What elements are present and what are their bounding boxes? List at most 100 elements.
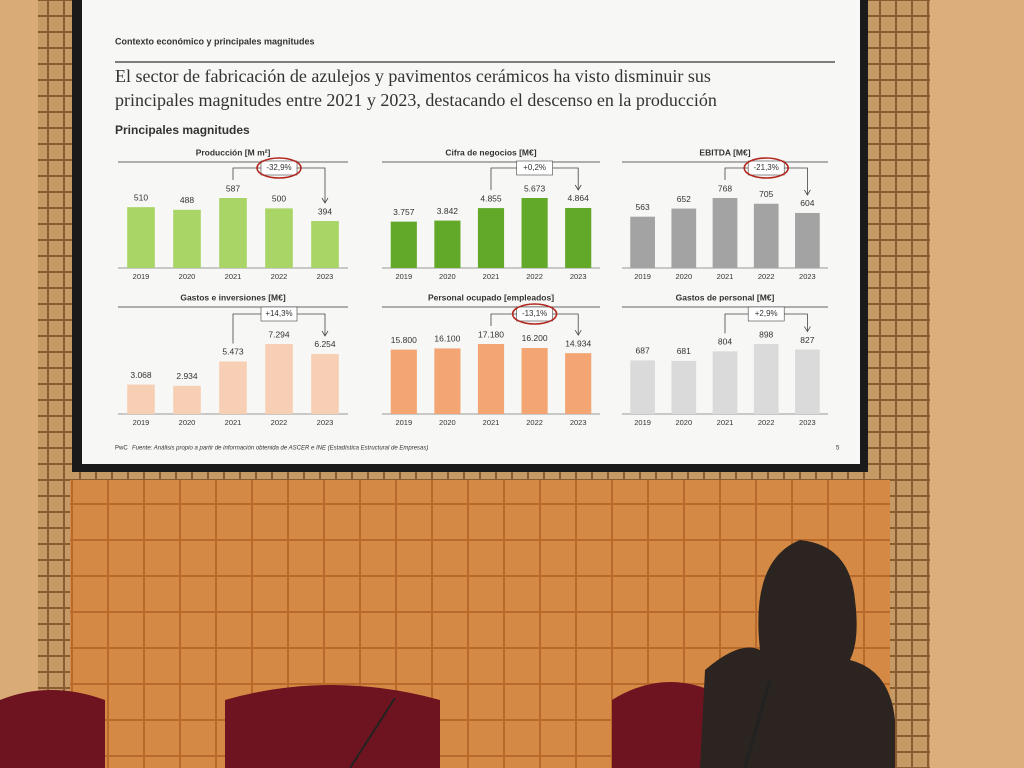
annotation-box [516, 306, 553, 322]
chart-title: Personal ocupado [empleados] [428, 292, 554, 302]
bar [630, 216, 655, 268]
chart-title: Gastos de personal [M€] [676, 292, 775, 302]
page-number: 5 [836, 446, 840, 452]
x-tick-label: 2021 [483, 272, 500, 281]
annotation-box [747, 306, 785, 322]
value-label: 17.180 [478, 329, 504, 339]
x-tick-label: 2020 [675, 272, 692, 281]
value-label: 4.855 [480, 193, 502, 203]
arrowhead [804, 326, 811, 333]
value-label: 6.254 [314, 339, 336, 349]
bar [173, 209, 201, 268]
annotation: +0,2% [523, 163, 546, 172]
value-label: 587 [226, 183, 240, 193]
bar [434, 220, 461, 268]
bar [265, 344, 293, 414]
arrowhead [574, 184, 582, 191]
arrowhead [321, 197, 329, 204]
x-tick-label: 2019 [133, 272, 150, 281]
microphone [349, 697, 396, 768]
annotation: -13,1% [522, 309, 547, 318]
bar [219, 361, 247, 414]
bar [521, 347, 548, 414]
footer-source: Fuente: Análisis propio a partir de info… [132, 446, 428, 452]
value-label: 5.673 [524, 183, 546, 193]
arrowhead [321, 330, 329, 337]
value-label: 394 [318, 206, 332, 216]
value-label: 705 [759, 189, 773, 199]
value-label: 827 [800, 335, 814, 345]
annotation-circle [743, 157, 790, 179]
bar [795, 349, 820, 414]
value-label: 15.800 [391, 335, 417, 345]
bar [434, 348, 461, 414]
chair [0, 690, 105, 768]
bar [753, 203, 779, 268]
x-tick-label: 2019 [395, 272, 412, 281]
x-tick-label: 2022 [758, 418, 775, 427]
annotation-circle [511, 303, 558, 325]
x-tick-label: 2020 [179, 418, 196, 427]
x-tick-label: 2019 [634, 418, 651, 427]
x-tick-label: 2022 [271, 418, 288, 427]
x-tick-label: 2021 [225, 272, 242, 281]
x-tick-label: 2023 [317, 272, 334, 281]
bar [477, 344, 505, 414]
chair [225, 685, 440, 768]
wall-panel [930, 0, 1024, 768]
bar [671, 208, 697, 268]
x-tick-label: 2020 [675, 418, 692, 427]
x-tick-label: 2021 [483, 418, 500, 427]
value-label: 3.757 [393, 207, 415, 217]
bar [712, 198, 738, 268]
value-label: 14.934 [565, 338, 591, 348]
x-tick-label: 2021 [717, 272, 734, 281]
value-label: 16.200 [522, 333, 548, 343]
value-label: 768 [718, 183, 732, 193]
bar [630, 360, 655, 414]
microphone [743, 679, 772, 768]
arrowhead [574, 329, 582, 336]
bar [477, 208, 505, 268]
slide-title: principales magnitudes entre 2021 y 2023… [115, 90, 717, 110]
chair [612, 682, 710, 768]
chart-title: Cifra de negocios [M€] [445, 147, 536, 157]
x-tick-label: 2022 [271, 272, 288, 281]
annotation-circle [256, 157, 302, 179]
bar [127, 207, 155, 268]
x-tick-label: 2020 [439, 418, 456, 427]
x-tick-label: 2022 [758, 272, 775, 281]
x-tick-label: 2019 [634, 272, 651, 281]
bar [795, 212, 820, 268]
bar [521, 198, 548, 268]
speaker [700, 540, 895, 768]
annotation-box [747, 160, 785, 176]
x-tick-label: 2019 [133, 418, 150, 427]
annotation: -21,3% [754, 163, 779, 172]
value-label: 16.100 [434, 334, 460, 344]
bar [753, 344, 779, 414]
value-label: 604 [800, 198, 814, 208]
annotation-box [260, 306, 298, 322]
bar [219, 198, 247, 268]
value-label: 7.294 [268, 329, 290, 339]
x-tick-label: 2023 [799, 272, 816, 281]
chart-title: Gastos e inversiones [M€] [180, 292, 286, 302]
annotation: +2,9% [755, 309, 778, 318]
bar [671, 360, 697, 414]
value-label: 652 [677, 194, 691, 204]
bar [390, 221, 417, 268]
bar [311, 221, 339, 268]
arrowhead [804, 189, 811, 196]
x-tick-label: 2022 [526, 418, 543, 427]
annotation: -32,9% [266, 163, 291, 172]
value-label: 687 [636, 346, 650, 356]
value-label: 3.068 [130, 370, 152, 380]
chart-title: EBITDA [M€] [699, 147, 750, 157]
bar [265, 208, 293, 268]
bar [565, 353, 592, 414]
value-label: 488 [180, 195, 194, 205]
annotation: +14,3% [265, 309, 292, 318]
footer-brand: PwC [115, 446, 128, 452]
